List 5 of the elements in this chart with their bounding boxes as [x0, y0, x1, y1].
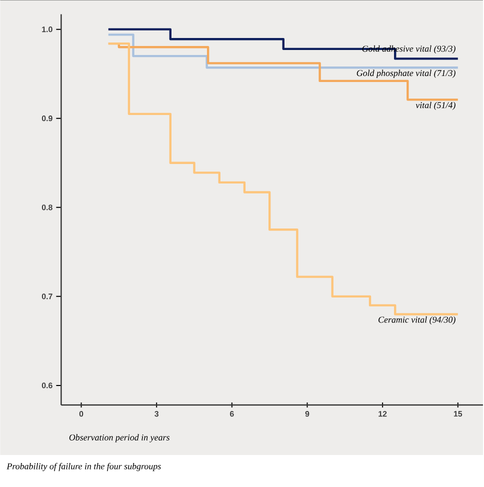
- text: Probability of failure in the four subgroups: [6, 462, 162, 472]
- series-label: vital (51/4): [416, 102, 456, 110]
- series-label: Gold phosphate vital (71/3): [357, 70, 456, 78]
- x-axis-title: Observation period in years: [70, 434, 170, 442]
- series-label: Ceramic vital (94/30): [378, 316, 456, 325]
